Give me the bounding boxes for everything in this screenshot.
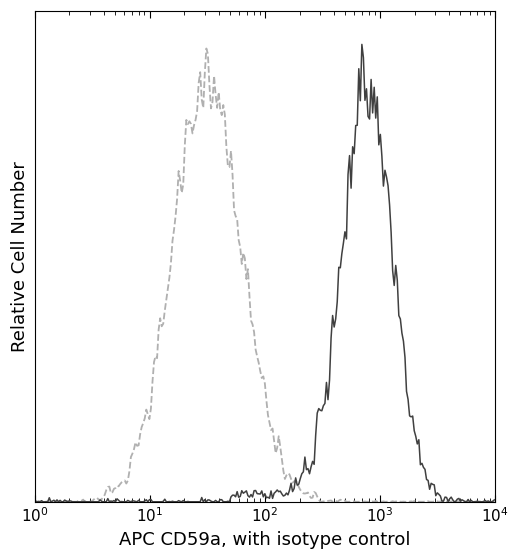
X-axis label: APC CD59a, with isotype control: APC CD59a, with isotype control (119, 531, 411, 549)
Y-axis label: Relative Cell Number: Relative Cell Number (11, 161, 29, 352)
